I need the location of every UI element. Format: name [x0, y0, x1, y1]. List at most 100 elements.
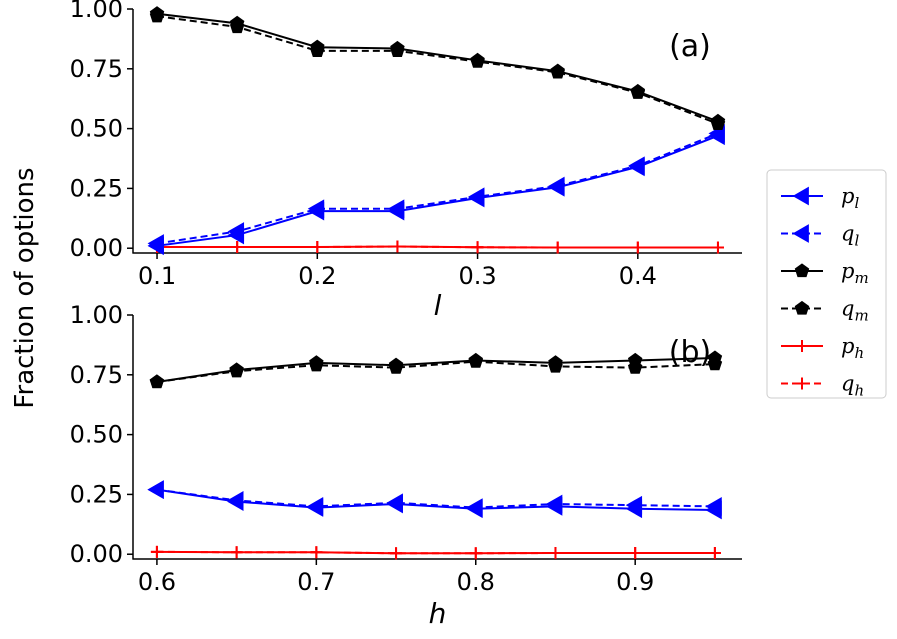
- panel-b-point-q-l: [147, 480, 164, 499]
- panel-a-series-q-h: [151, 240, 724, 254]
- legend-label-subscript: l: [854, 194, 859, 212]
- panel-a-point-q-h: [551, 241, 564, 254]
- panel-b-point-q-m: [388, 360, 404, 374]
- panel-a-point-q-m: [470, 54, 485, 68]
- panel-a-point-q-h: [631, 241, 644, 254]
- panel-a-x-tick-label: 0.3: [458, 262, 496, 290]
- panel-a-line-q-m: [156, 15, 719, 125]
- legend-marker-q-l: [792, 224, 809, 243]
- panel-b-line-q-h: [156, 550, 715, 555]
- panel-b-x-axis-title: h: [429, 597, 447, 630]
- panel-a-x-tick-label: 0.2: [298, 262, 336, 290]
- legend-marker-p-m: [794, 263, 810, 278]
- legend-label-base: p: [841, 259, 854, 283]
- panel-a-point-q-m: [550, 64, 565, 79]
- panel-b-x-tick-label: 0.6: [138, 568, 176, 596]
- panel-b-y-tick-label: 1.00: [70, 301, 123, 329]
- panel-a-x-tick-label: 0.4: [619, 262, 657, 290]
- legend-label-base: q: [841, 222, 854, 246]
- panel-b-point-q-l: [386, 493, 403, 513]
- legend-marker-q-m: [794, 300, 810, 315]
- panel-a-point-q-h: [471, 241, 484, 254]
- panel-b-series-q-m: [149, 354, 723, 389]
- panel-a-line-p-l: [156, 134, 719, 247]
- panel-a-point-q-m: [310, 43, 325, 58]
- panel-a-point-q-l: [628, 156, 645, 176]
- panel-b-point-q-l: [306, 497, 324, 516]
- panel-a-point-q-m: [390, 43, 405, 58]
- legend-entry-p-m: pm: [781, 259, 869, 287]
- legend-label-subscript: h: [854, 382, 864, 400]
- legend-marker-p-l: [792, 186, 809, 206]
- panel-a-point-q-m: [630, 85, 646, 99]
- panel-a-point-q-m: [229, 19, 245, 34]
- panel-a: 0.00 0.25 0.50 0.75 1.00 0.1 0.2 0.3 0.4 l (a): [70, 0, 742, 322]
- panel-b-point-q-h: [390, 547, 403, 560]
- panel-a-point-q-l: [227, 222, 245, 241]
- panel-b-point-q-l: [705, 497, 722, 516]
- panel-a-y-tick-label: 0.75: [70, 55, 123, 83]
- panel-b-series-q-l: [147, 480, 722, 517]
- panel-b-y-tick-label: 0.75: [70, 361, 123, 389]
- legend-marker-p-h: [796, 340, 808, 352]
- panel-a-x-tick-label: 0.1: [138, 262, 176, 290]
- panel-b-point-q-m: [229, 363, 244, 378]
- panel-b-point-q-h: [150, 545, 163, 558]
- panel-a-point-q-m: [149, 8, 165, 23]
- panel-a-y-tick-label: 0.25: [70, 174, 123, 202]
- legend-label-p-h: ph: [841, 334, 864, 362]
- panel-b-x-tick-label: 0.9: [616, 568, 654, 596]
- legend-label-q-l: ql: [841, 222, 859, 250]
- legend-label-subscript: h: [854, 344, 864, 362]
- panel-b-point-q-m: [548, 358, 563, 373]
- panel-a-y-tick-label: 1.00: [70, 0, 123, 23]
- panel-a-point-q-l: [548, 176, 565, 196]
- panel-b-series-q-h: [150, 545, 721, 560]
- y-axis-title: Fraction of options: [10, 167, 40, 408]
- panel-b-point-q-l: [227, 491, 244, 510]
- legend-frame: [766, 169, 887, 399]
- panel-a-series-q-m: [149, 8, 726, 130]
- panel-a-point-q-h: [711, 241, 724, 254]
- panel-a-x-axis-title: l: [434, 289, 442, 322]
- panel-a-point-q-l: [387, 199, 405, 219]
- panel-b-point-q-h: [549, 547, 562, 560]
- legend-label-base: q: [841, 372, 854, 396]
- panel-b-point-q-m: [309, 357, 324, 372]
- legend-label-p-l: pl: [841, 184, 859, 212]
- panel-b-point-q-m: [707, 356, 723, 371]
- panel-b-line-p-m: [156, 357, 715, 383]
- panel-a-label: (a): [669, 29, 711, 64]
- legend-label-subscript: l: [854, 232, 859, 250]
- legend-label-p-m: pm: [841, 259, 869, 287]
- legend-label-subscript: m: [854, 307, 868, 325]
- panel-b-point-q-m: [149, 374, 165, 389]
- panel-b: 0.00 0.25 0.50 0.75 1.00 0.6 0.7 0.8 0.9 h (b): [70, 301, 742, 630]
- panel-b-point-q-l: [625, 495, 643, 515]
- legend-entry-p-h: ph: [781, 334, 864, 362]
- legend-label-base: q: [841, 297, 854, 321]
- panel-b-point-q-h: [469, 547, 482, 560]
- panel-b-x-tick-label: 0.8: [457, 568, 495, 596]
- panel-a-line-q-l: [156, 132, 719, 245]
- panel-a-point-q-m: [710, 116, 726, 130]
- legend-entry-q-h: qh: [781, 372, 864, 400]
- panel-b-line-q-l: [156, 488, 715, 509]
- panel-b-point-q-h: [708, 547, 721, 560]
- panel-a-point-q-l: [147, 234, 164, 253]
- panel-b-x-tick-label: 0.7: [297, 568, 335, 596]
- legend-label-q-m: qm: [841, 297, 869, 325]
- legend-entry-p-l: pl: [781, 184, 859, 212]
- panel-b-point-q-h: [310, 546, 323, 559]
- panel-a-point-q-h: [231, 241, 244, 254]
- panel-b-point-q-l: [466, 498, 483, 517]
- panel-a-y-tick-label: 0.00: [70, 234, 123, 262]
- panel-b-point-q-l: [545, 494, 563, 514]
- legend-entry-q-l: ql: [781, 222, 859, 250]
- panel-b-point-q-h: [230, 546, 243, 559]
- panel-b-point-q-h: [629, 547, 642, 560]
- legend-marker-q-h: [796, 377, 808, 390]
- panel-b-y-tick-label: 0.00: [70, 540, 123, 568]
- legend-label-q-h: qh: [841, 372, 864, 400]
